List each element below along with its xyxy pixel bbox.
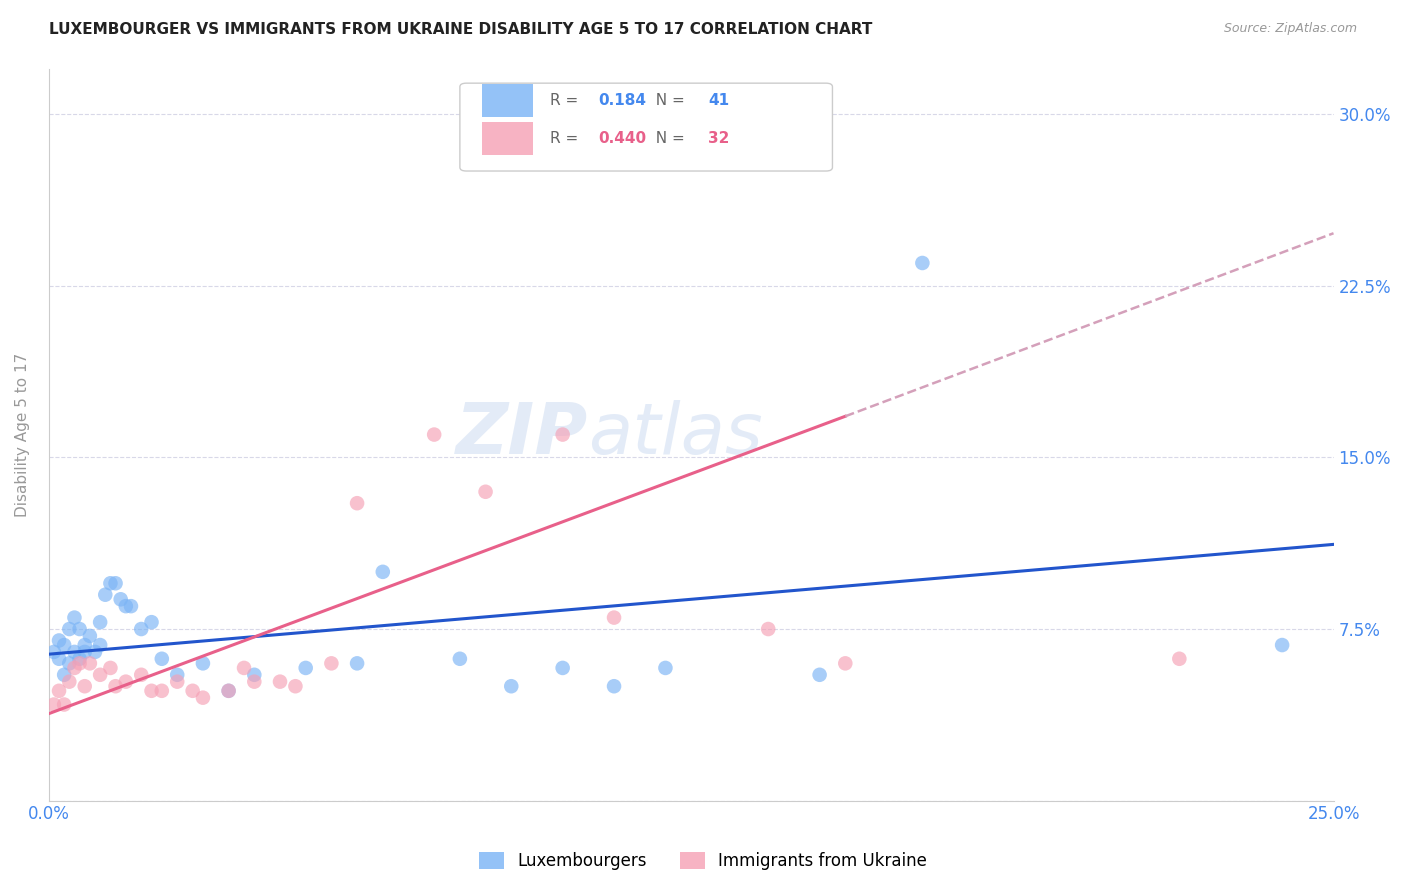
Point [474,484,496,499]
Point [73,679,96,693]
Point [69,622,91,636]
Text: Source: ZipAtlas.com: Source: ZipAtlas.com [1223,22,1357,36]
Point [48,652,70,666]
Point [551,427,574,442]
Text: LUXEMBOURGER VS IMMIGRANTS FROM UKRAINE DISABILITY AGE 5 TO 17 CORRELATION CHART: LUXEMBOURGER VS IMMIGRANTS FROM UKRAINE … [49,22,873,37]
Point [756,622,779,636]
Point [654,661,676,675]
Point [551,661,574,675]
Text: R =: R = [550,94,583,109]
Point [129,667,152,681]
Point [243,667,266,681]
Point [58,674,80,689]
Point [269,674,291,689]
Point [114,674,136,689]
Text: 0.440: 0.440 [599,131,647,146]
Point [110,592,132,607]
Text: R =: R = [550,131,583,146]
Point [423,427,446,442]
Point [371,565,394,579]
Point [84,645,107,659]
Point [48,633,70,648]
Point [94,588,117,602]
Point [346,657,368,671]
Point [150,652,173,666]
Point [42,645,65,659]
Point [1271,638,1294,652]
Text: ZIP: ZIP [456,401,588,469]
Point [58,657,80,671]
Bar [482,85,533,118]
Point [73,645,96,659]
Text: 0.184: 0.184 [599,94,647,109]
Text: atlas: atlas [588,401,763,469]
Point [79,629,101,643]
Point [48,683,70,698]
Text: N =: N = [647,131,690,146]
Point [449,652,471,666]
Point [501,679,523,693]
Point [141,615,163,629]
Point [808,667,831,681]
Text: 41: 41 [707,94,728,109]
Point [89,615,111,629]
Point [120,599,142,614]
Point [218,683,240,698]
Text: 32: 32 [707,131,730,146]
Text: N =: N = [647,94,690,109]
Point [218,683,240,698]
Point [58,622,80,636]
Point [181,683,204,698]
Point [63,645,86,659]
FancyBboxPatch shape [460,83,832,171]
Point [166,674,188,689]
Point [63,661,86,675]
Point [53,638,76,652]
Point [69,657,91,671]
Point [141,683,163,698]
Point [100,661,122,675]
Point [321,657,343,671]
Point [129,622,152,636]
Point [53,698,76,712]
Point [294,661,316,675]
Point [346,496,368,510]
Point [53,667,76,681]
Point [73,638,96,652]
Point [150,683,173,698]
Point [191,657,214,671]
Point [42,698,65,712]
Y-axis label: Disability Age 5 to 17: Disability Age 5 to 17 [15,352,30,516]
Point [79,657,101,671]
Point [114,599,136,614]
Point [89,667,111,681]
Point [603,679,626,693]
Point [166,667,188,681]
Point [104,576,127,591]
Point [233,661,256,675]
Legend: Luxembourgers, Immigrants from Ukraine: Luxembourgers, Immigrants from Ukraine [472,845,934,877]
Point [104,679,127,693]
Point [63,610,86,624]
Point [603,610,626,624]
Point [1168,652,1191,666]
Point [100,576,122,591]
Point [191,690,214,705]
Point [834,657,856,671]
Point [911,256,934,270]
Point [69,652,91,666]
Point [243,674,266,689]
Point [89,638,111,652]
Point [284,679,307,693]
Bar [482,122,533,155]
